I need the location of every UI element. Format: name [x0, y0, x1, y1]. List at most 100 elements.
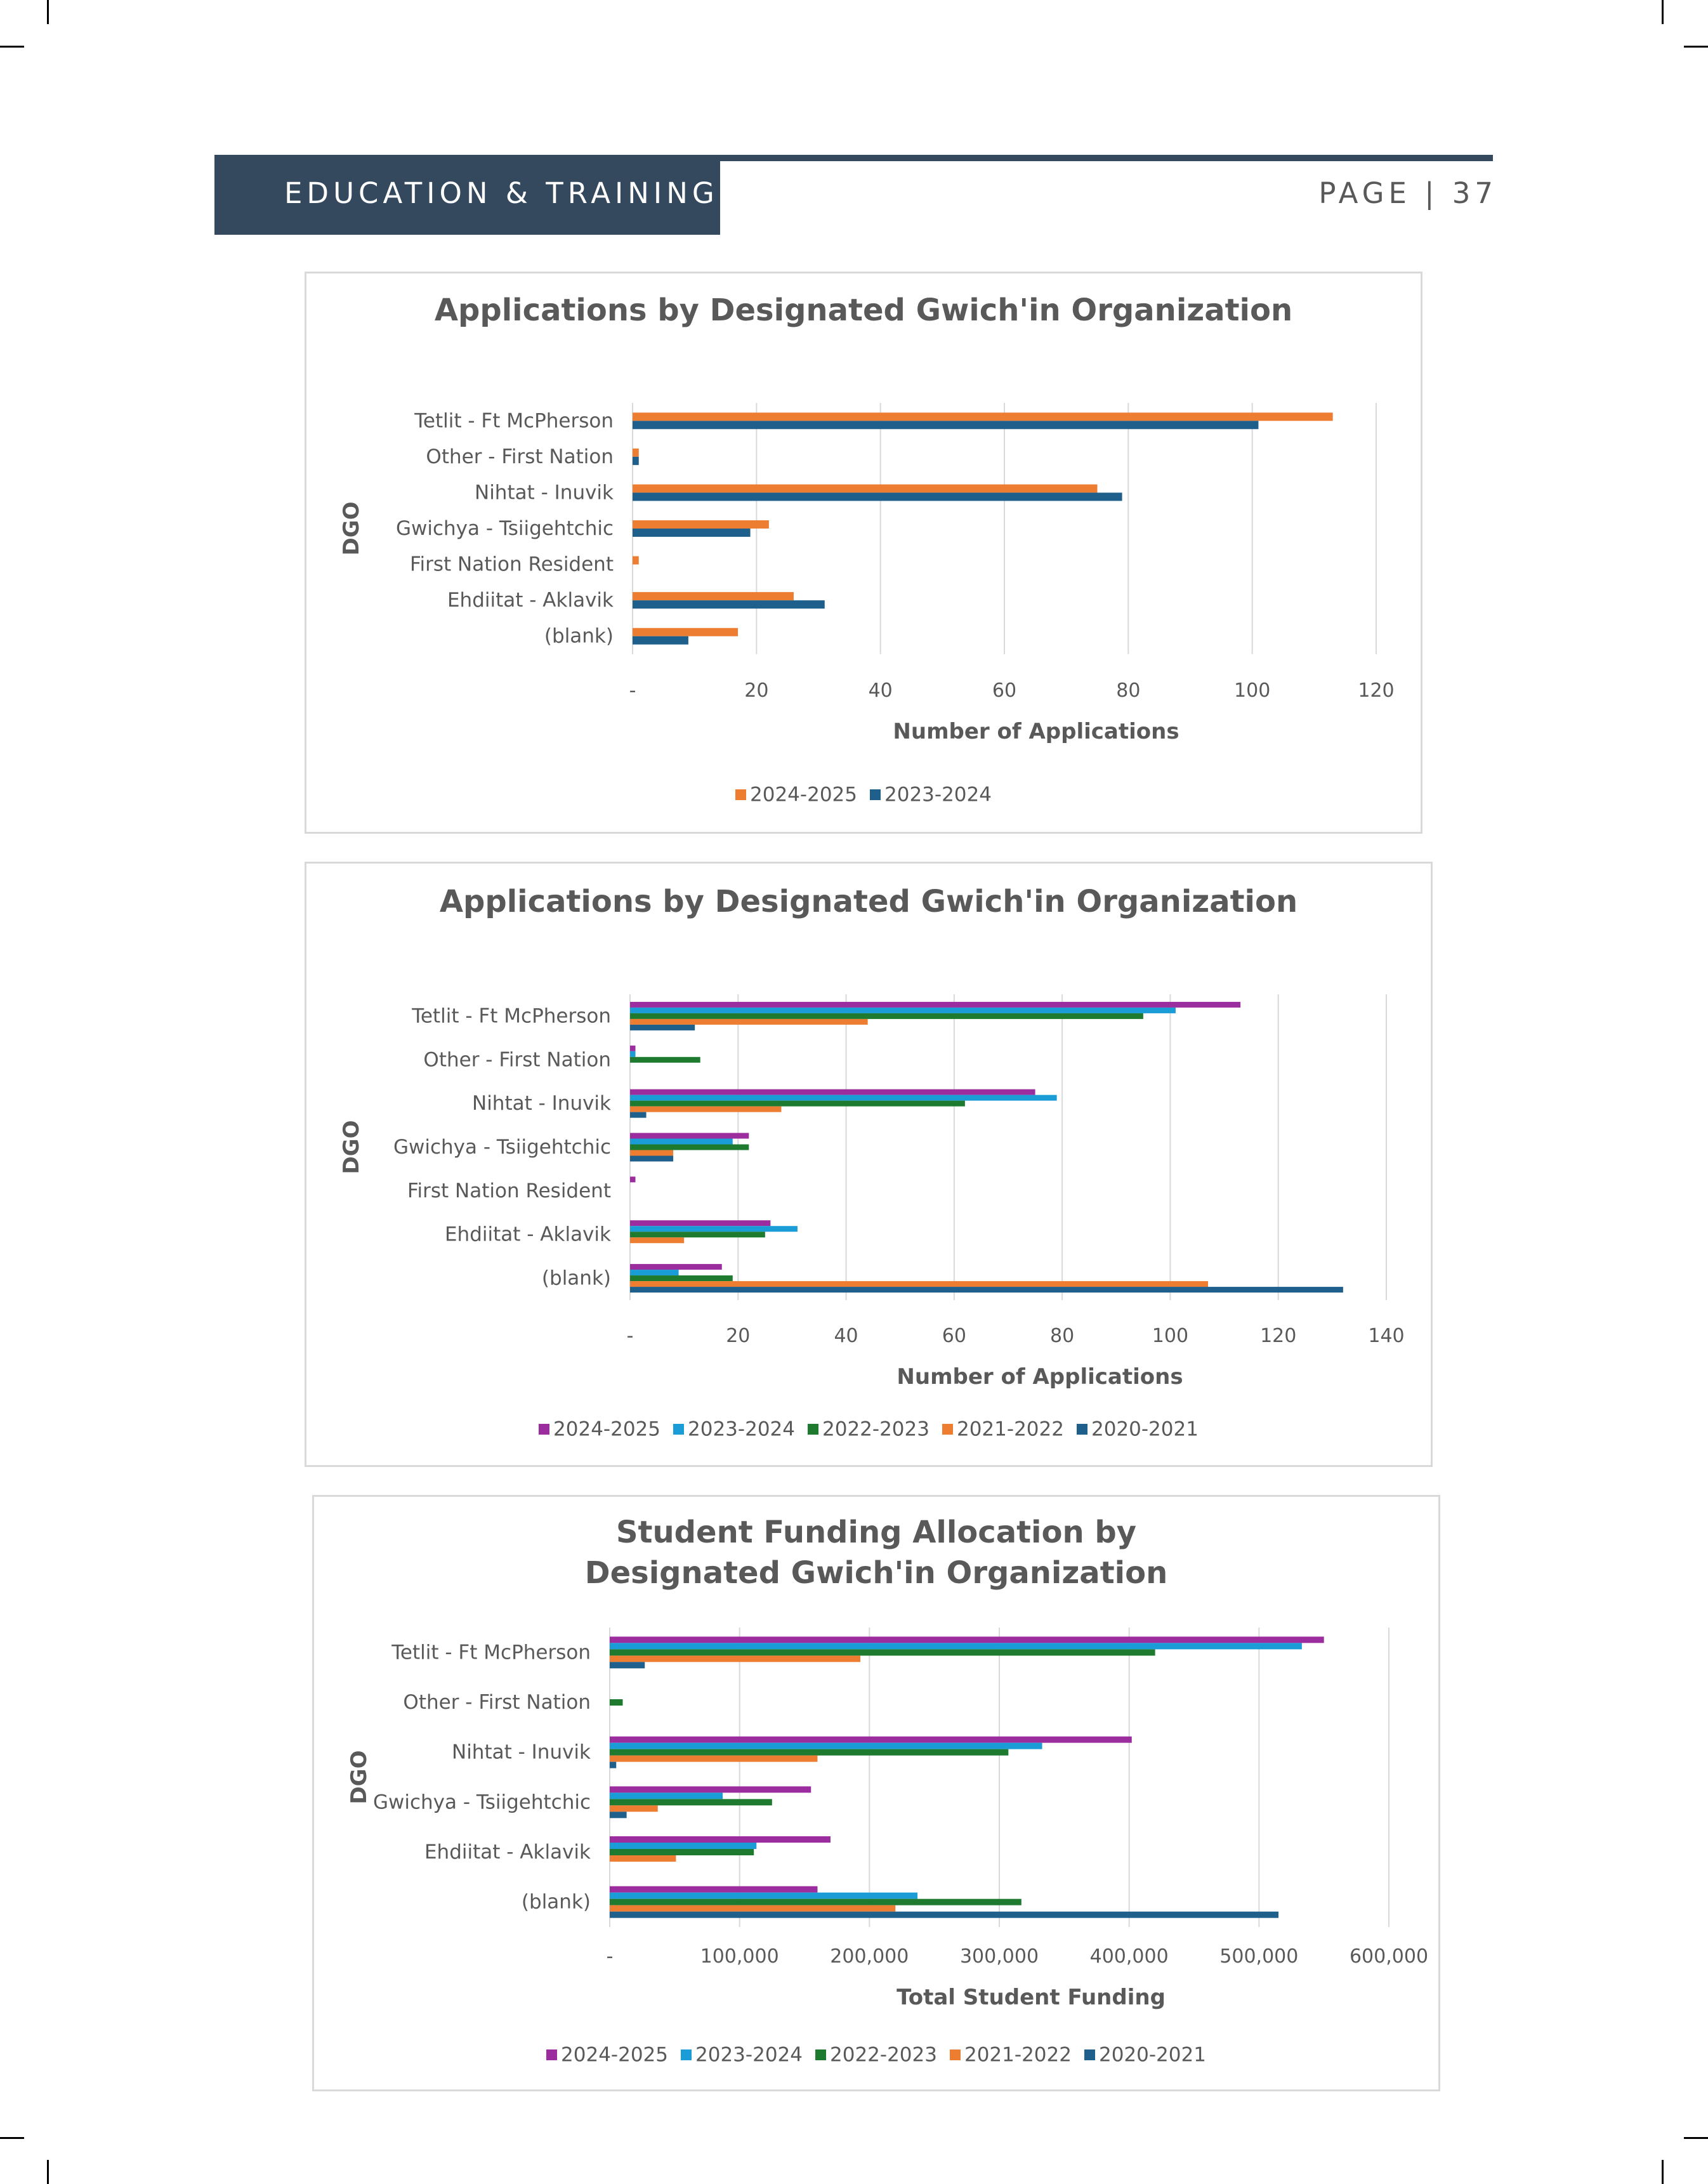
legend-item: 2024-2025 — [539, 1417, 660, 1441]
bar-chart: - 20 40 60 80 100 120 140 Tetlit - Ft McPherson O… — [339, 994, 1405, 1390]
bar — [630, 1220, 771, 1227]
bar — [630, 1275, 733, 1282]
bar — [633, 600, 825, 609]
bar — [630, 1155, 674, 1162]
bar — [630, 1045, 636, 1051]
bar — [630, 1024, 695, 1030]
bar-chart: - 20 40 60 80 100 120 Tetlit - Ft McPherson Othe… — [339, 403, 1395, 744]
legend-swatch — [1076, 1424, 1087, 1435]
bar — [630, 1264, 722, 1270]
bar — [610, 1761, 617, 1768]
legend-swatch — [949, 2049, 961, 2060]
bar — [630, 1138, 733, 1145]
category-label: (blank) — [544, 625, 614, 648]
x-tick-label: - — [607, 1945, 614, 1968]
legend-swatch — [942, 1424, 953, 1435]
crop-mark — [1662, 0, 1664, 24]
y-axis-title: DGO — [346, 1750, 372, 1804]
x-tick-label: 20 — [744, 680, 768, 702]
header-rule — [720, 155, 1493, 161]
legend-item: 2022-2023 — [815, 2043, 937, 2067]
bar — [630, 1056, 700, 1063]
bar — [610, 1786, 811, 1793]
chart-title: Student Funding Allocation by Designated… — [584, 1515, 1168, 1591]
category-label: Gwichya - Tsiigehtchic — [393, 1136, 611, 1159]
bar — [633, 520, 769, 529]
x-axis-title: Number of Applications — [893, 719, 1179, 744]
x-tick-label: 400,000 — [1090, 1945, 1169, 1968]
legend-swatch — [815, 2049, 826, 2060]
x-axis-title: Number of Applications — [897, 1364, 1183, 1390]
legend-item: 2021-2022 — [942, 1417, 1064, 1441]
category-label: First Nation Resident — [410, 553, 614, 576]
legend-label: 2020-2021 — [1091, 1418, 1199, 1441]
header-banner — [214, 155, 720, 235]
y-axis-title: DGO — [339, 1120, 364, 1174]
bar — [633, 556, 639, 565]
legend-swatch — [870, 789, 881, 800]
bar — [610, 1655, 861, 1662]
y-axis-title: DGO — [339, 501, 364, 555]
category-label: Tetlit - Ft McPherson — [414, 409, 614, 432]
category-label: Gwichya - Tsiigehtchic — [373, 1791, 591, 1813]
bar — [630, 1270, 679, 1276]
category-label: First Nation Resident — [407, 1180, 611, 1202]
legend-label: 2023-2024 — [884, 783, 992, 806]
chart-panel-student-funding: Student Funding Allocation by Designated… — [312, 1495, 1440, 2091]
category-label: Nihtat - Inuvik — [472, 1092, 611, 1115]
bar — [610, 1649, 1155, 1656]
bar — [633, 636, 688, 645]
x-tick-label: 80 — [1050, 1325, 1074, 1347]
legend-swatch — [673, 1424, 685, 1435]
bar — [633, 628, 739, 636]
crop-mark — [47, 0, 49, 24]
x-tick-label: 60 — [992, 680, 1016, 702]
category-label: (blank) — [522, 1891, 591, 1914]
legend-label: 2024-2025 — [561, 2043, 669, 2067]
bar — [630, 1100, 965, 1107]
bar — [610, 1812, 627, 1819]
x-tick-label: 20 — [726, 1325, 750, 1347]
legend-swatch — [808, 1424, 818, 1435]
category-label: Other - First Nation — [423, 1048, 611, 1071]
legend-label: 2024-2025 — [750, 783, 857, 806]
bar — [610, 1799, 772, 1806]
bar — [630, 1237, 685, 1244]
crop-mark — [1684, 46, 1708, 48]
legend-item: 2023-2024 — [673, 1417, 795, 1441]
bar — [633, 456, 639, 465]
chart-legend: 2024-2025 2023-2024 — [306, 782, 1421, 806]
legend-swatch — [681, 2049, 692, 2060]
bar — [633, 592, 794, 601]
bar — [610, 1849, 754, 1855]
x-tick-label: 40 — [869, 680, 893, 702]
chart-panel-applications-two-year: Applications by Designated Gwich'in Orga… — [305, 272, 1422, 834]
bar — [630, 1106, 782, 1112]
bar — [610, 1898, 1022, 1905]
x-tick-label: 60 — [942, 1325, 966, 1347]
category-label: Tetlit - Ft McPherson — [411, 1004, 611, 1027]
legend-item: 2024-2025 — [546, 2043, 668, 2067]
bar — [630, 1089, 1035, 1095]
legend-item: 2021-2022 — [949, 2043, 1072, 2067]
bar — [610, 1636, 1324, 1643]
x-tick-label: - — [629, 680, 636, 702]
bar — [633, 529, 751, 537]
legend-label: 2024-2025 — [553, 1418, 661, 1441]
legend-swatch — [546, 2049, 558, 2060]
category-label: Tetlit - Ft McPherson — [391, 1641, 591, 1664]
legend-label: 2021-2022 — [956, 1418, 1064, 1441]
bar — [630, 1144, 749, 1150]
bar — [630, 1232, 765, 1238]
bar — [610, 1911, 1279, 1918]
legend-swatch — [735, 789, 747, 800]
bar — [610, 1843, 757, 1849]
bar — [610, 1905, 896, 1912]
bar — [633, 448, 639, 457]
x-tick-label: 600,000 — [1350, 1945, 1428, 1968]
bar — [610, 1755, 818, 1762]
bar — [633, 421, 1259, 430]
legend-item: 2023-2024 — [870, 782, 992, 806]
crop-mark — [0, 2137, 24, 2139]
bar — [610, 1749, 1009, 1756]
